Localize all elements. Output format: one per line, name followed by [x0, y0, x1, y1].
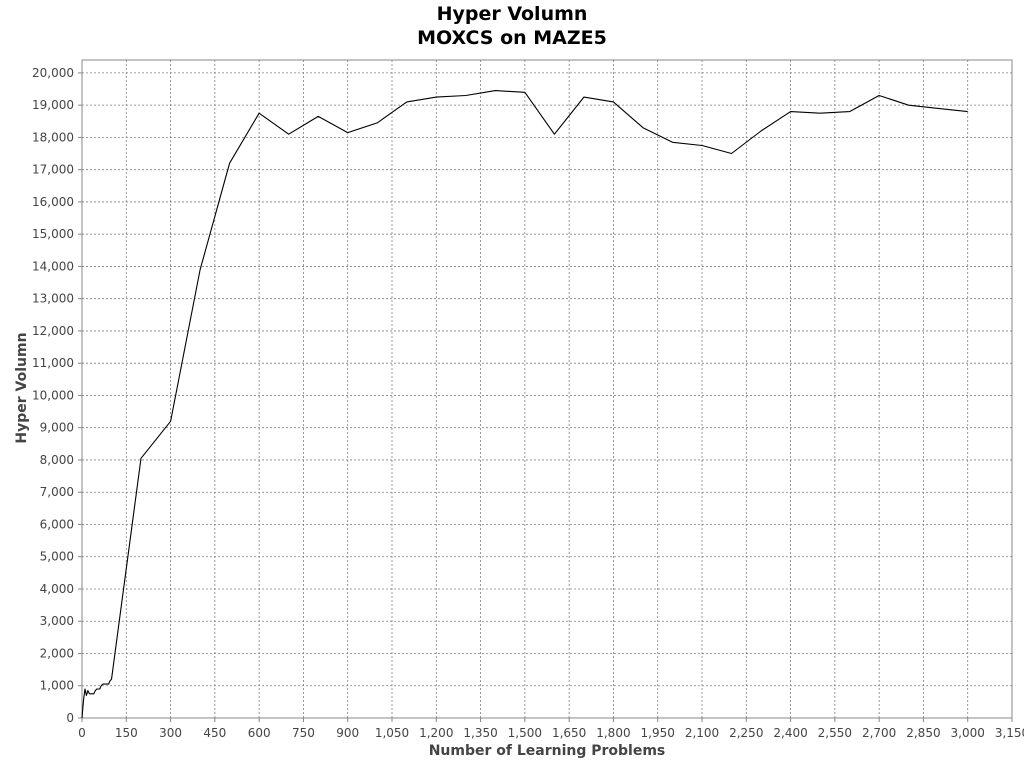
y-tick-label: 20,000 — [32, 66, 74, 80]
x-tick-label: 3,150 — [995, 726, 1024, 740]
x-tick-label: 3,000 — [951, 726, 985, 740]
x-tick-label: 2,850 — [906, 726, 940, 740]
y-tick-label: 4,000 — [40, 582, 74, 596]
x-axis-ticks: 0 150 300 450 600 750 900 1,050 1,200 1,350 1,500 1… — [78, 718, 1024, 740]
y-tick-label: 3,000 — [40, 614, 74, 628]
y-tick-label: 0 — [66, 711, 74, 725]
x-tick-label: 2,550 — [818, 726, 852, 740]
plot-background — [81, 59, 1013, 719]
x-axis-label: Number of Learning Problems — [428, 743, 666, 759]
grid — [82, 60, 1012, 718]
y-tick-label: 14,000 — [32, 259, 74, 273]
x-tick-label: 2,100 — [685, 726, 719, 740]
y-tick-label: 19,000 — [32, 98, 74, 112]
chart-subtitle: MOXCS on MAZE5 — [417, 27, 607, 49]
x-tick-label: 0 — [78, 726, 86, 740]
x-tick-label: 150 — [115, 726, 138, 740]
x-tick-label: 450 — [203, 726, 226, 740]
x-tick-label: 1,350 — [463, 726, 497, 740]
y-axis-ticks: 0 1,000 2,000 3,000 4,000 5,000 6,000 7,000 8,00… — [32, 66, 82, 725]
y-tick-label: 12,000 — [32, 324, 74, 338]
y-tick-label: 10,000 — [32, 388, 74, 402]
y-tick-label: 15,000 — [32, 227, 74, 241]
y-tick-label: 6,000 — [40, 517, 74, 531]
x-tick-label: 1,500 — [508, 726, 542, 740]
y-tick-label: 5,000 — [40, 550, 74, 564]
x-tick-label: 300 — [159, 726, 182, 740]
x-tick-label: 750 — [292, 726, 315, 740]
x-tick-label: 2,400 — [773, 726, 807, 740]
x-tick-label: 600 — [248, 726, 271, 740]
series-line — [81, 90, 968, 719]
x-tick-label: 1,200 — [419, 726, 453, 740]
x-tick-label: 1,800 — [596, 726, 630, 740]
y-tick-label: 1,000 — [40, 679, 74, 693]
y-tick-label: 8,000 — [40, 453, 74, 467]
x-tick-label: 2,700 — [862, 726, 896, 740]
y-axis-label: Hyper Volumn — [14, 332, 30, 444]
y-tick-label: 11,000 — [32, 356, 74, 370]
y-tick-label: 17,000 — [32, 163, 74, 177]
y-tick-label: 9,000 — [40, 421, 74, 435]
x-tick-label: 1,050 — [375, 726, 409, 740]
x-tick-label: 900 — [336, 726, 359, 740]
y-tick-label: 18,000 — [32, 130, 74, 144]
series-group — [81, 90, 968, 719]
y-tick-label: 7,000 — [40, 485, 74, 499]
y-tick-label: 2,000 — [40, 646, 74, 660]
y-tick-label: 16,000 — [32, 195, 74, 209]
y-tick-label: 13,000 — [32, 292, 74, 306]
x-tick-label: 2,250 — [729, 726, 763, 740]
x-tick-label: 1,950 — [641, 726, 675, 740]
chart-title: Hyper Volumn — [436, 3, 588, 25]
x-tick-label: 1,650 — [552, 726, 586, 740]
